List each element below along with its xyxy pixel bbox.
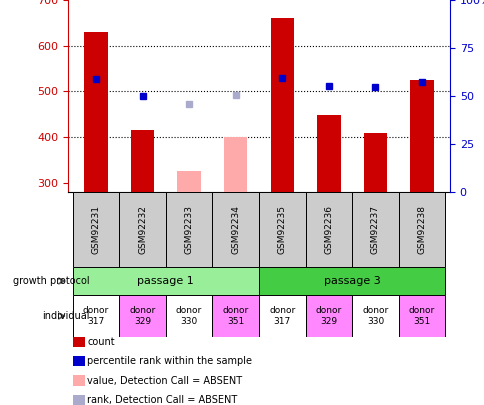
- Text: count: count: [87, 337, 115, 347]
- Text: percentile rank within the sample: percentile rank within the sample: [87, 356, 252, 366]
- Bar: [398, 192, 444, 267]
- Text: GSM92236: GSM92236: [324, 205, 333, 254]
- Bar: [409, 80, 433, 192]
- Text: GSM92234: GSM92234: [231, 205, 240, 254]
- Bar: [84, 32, 107, 192]
- Bar: [317, 115, 340, 192]
- Text: GSM92237: GSM92237: [370, 205, 379, 254]
- Bar: [73, 267, 258, 295]
- Text: individual: individual: [43, 311, 90, 321]
- Bar: [212, 295, 258, 337]
- Text: GSM92238: GSM92238: [417, 205, 425, 254]
- Bar: [131, 130, 154, 192]
- Bar: [351, 192, 398, 267]
- Bar: [258, 295, 305, 337]
- Text: donor
351: donor 351: [222, 306, 248, 326]
- Text: rank, Detection Call = ABSENT: rank, Detection Call = ABSENT: [87, 395, 237, 405]
- Text: donor
330: donor 330: [176, 306, 202, 326]
- Bar: [212, 192, 258, 267]
- Text: passage 1: passage 1: [137, 276, 194, 286]
- Bar: [258, 267, 444, 295]
- Text: passage 3: passage 3: [323, 276, 380, 286]
- Bar: [363, 132, 386, 192]
- Text: GSM92233: GSM92233: [184, 205, 193, 254]
- Bar: [119, 295, 166, 337]
- Text: GSM92232: GSM92232: [138, 205, 147, 254]
- Bar: [305, 192, 351, 267]
- Bar: [73, 295, 119, 337]
- Text: donor
330: donor 330: [362, 306, 388, 326]
- Text: donor
329: donor 329: [315, 306, 341, 326]
- Text: growth protocol: growth protocol: [14, 276, 90, 286]
- Bar: [119, 192, 166, 267]
- Bar: [166, 192, 212, 267]
- Text: donor
329: donor 329: [129, 306, 155, 326]
- Text: value, Detection Call = ABSENT: value, Detection Call = ABSENT: [87, 376, 242, 386]
- Bar: [305, 295, 351, 337]
- Text: donor
317: donor 317: [83, 306, 109, 326]
- Text: donor
317: donor 317: [269, 306, 295, 326]
- Bar: [224, 137, 247, 192]
- Bar: [258, 192, 305, 267]
- Text: donor
351: donor 351: [408, 306, 434, 326]
- Text: GSM92231: GSM92231: [91, 205, 100, 254]
- Bar: [177, 171, 200, 192]
- Text: GSM92235: GSM92235: [277, 205, 286, 254]
- Bar: [351, 295, 398, 337]
- Bar: [73, 192, 119, 267]
- Bar: [270, 18, 293, 192]
- Bar: [398, 295, 444, 337]
- Bar: [166, 295, 212, 337]
